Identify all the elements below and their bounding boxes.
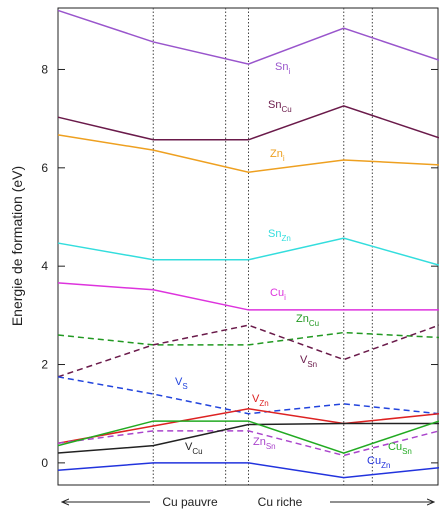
y-tick-label: 2 <box>41 358 48 372</box>
series-line <box>57 105 439 141</box>
label-name: Sn <box>268 228 281 240</box>
label-subscript: S <box>182 382 187 391</box>
series-label: Sni <box>275 61 290 76</box>
y-tick-label: 8 <box>41 62 48 76</box>
y-tick-label: 4 <box>41 259 48 273</box>
label-name: Sn <box>275 61 288 73</box>
label-subscript: Zn <box>259 399 268 408</box>
label-name: Zn <box>296 313 309 325</box>
label-name: Zn <box>270 148 283 160</box>
label-subscript: Cu <box>281 105 291 114</box>
series-line <box>57 237 439 266</box>
label-name: Cu <box>388 441 402 453</box>
series-label: SnCu <box>268 99 292 114</box>
label-subscript: i <box>284 293 286 302</box>
label-name: V <box>185 441 193 453</box>
series-line <box>57 331 439 346</box>
region-label: Cu pauvre <box>162 495 218 509</box>
series-line <box>57 324 439 378</box>
region-label: Cu riche <box>258 495 303 509</box>
series-line <box>57 422 439 454</box>
series-line <box>57 408 439 444</box>
series-label: VS <box>175 376 188 391</box>
label-subscript: Cu <box>192 447 202 456</box>
y-axis-label: Energie de formation (eV) <box>9 166 25 326</box>
label-name: V <box>175 376 183 388</box>
series-line <box>57 430 439 457</box>
label-subscript: Sn <box>402 447 412 456</box>
series-line <box>57 282 439 311</box>
series-label: CuSn <box>388 441 412 456</box>
series-label: ZnCu <box>296 313 319 328</box>
y-tick-label: 0 <box>41 456 48 470</box>
label-subscript: i <box>288 67 290 76</box>
label-name: Zn <box>253 436 266 448</box>
label-subscript: Zn <box>281 234 290 243</box>
label-subscript: Zn <box>381 461 390 470</box>
label-subscript: i <box>283 154 285 163</box>
label-name: V <box>252 393 260 405</box>
label-name: V <box>300 354 308 366</box>
label-name: Cu <box>270 287 284 299</box>
series-label: VZn <box>252 393 269 408</box>
label-name: Cu <box>367 455 381 467</box>
series-label: VCu <box>185 441 203 456</box>
series-label: CuZn <box>367 455 390 470</box>
series-line <box>57 420 439 454</box>
series-line <box>57 376 439 415</box>
series-label: ZnSn <box>253 436 276 451</box>
series-label: Cui <box>270 287 286 302</box>
series-line <box>57 134 439 174</box>
label-subscript: Sn <box>307 360 317 369</box>
label-subscript: Sn <box>266 442 276 451</box>
series-line <box>57 462 439 479</box>
label-subscript: Cu <box>309 319 319 328</box>
series-label: SnZn <box>268 228 291 243</box>
label-name: Sn <box>268 99 281 111</box>
series-line <box>57 9 439 65</box>
y-tick-label: 6 <box>41 161 48 175</box>
series-label: Zni <box>270 148 285 163</box>
series-label: VSn <box>300 354 317 369</box>
